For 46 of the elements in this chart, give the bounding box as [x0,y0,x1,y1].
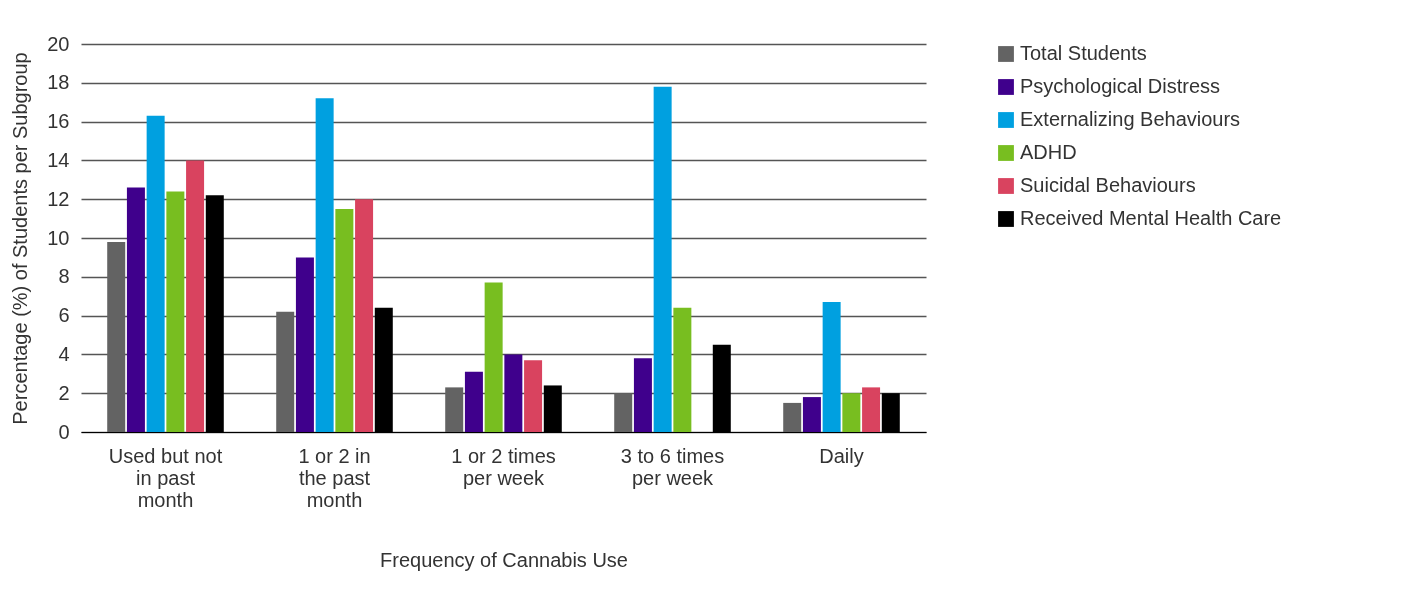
bar [146,115,165,432]
bar [783,402,802,432]
y-tick-label: 18 [47,71,70,94]
y-axis-title: Percentage (%) of Students per Subgroup [9,52,32,425]
y-tick-label: 0 [58,420,70,443]
y-tick-label: 4 [58,342,70,365]
bar [166,191,185,432]
bar [822,302,841,432]
legend-label: Externalizing Behaviours [1020,108,1241,130]
bar [802,397,821,432]
x-axis-title: Frequency of Cannabis Use [380,548,628,571]
bar [315,98,334,432]
y-tick-label: 16 [47,110,70,133]
bar [862,387,881,432]
x-tick-label: 1 or 2 times per week [451,444,556,489]
bar [107,241,126,432]
x-tick-label: Used but not in past month [108,444,223,511]
bar [126,187,145,432]
bar [355,199,374,432]
y-tick-label: 2 [58,381,70,404]
y-tick-label: 8 [58,265,70,288]
bar [335,208,354,432]
bar [653,86,672,432]
y-tick-label: 12 [47,187,70,210]
bar [186,160,205,432]
bar [276,311,295,432]
legend-label: Received Mental Health Care [1020,207,1282,229]
y-tick-label: 14 [47,148,70,171]
legend-label: Psychological Distress [1020,75,1221,97]
bar [295,257,314,432]
bar [673,307,692,432]
x-tick-label: Daily [819,444,864,467]
legend-label: Total Students [1020,42,1147,64]
bar [464,371,483,432]
bar [633,358,652,432]
x-tick-label: 3 to 6 times per week [620,444,725,489]
legend-label: Suicidal Behaviours [1020,174,1196,196]
bar [445,387,464,432]
y-tick-label: 10 [47,226,70,249]
legend-label: ADHD [1020,141,1077,163]
bar [524,360,543,432]
y-tick-label: 6 [58,304,70,327]
y-tick-label: 20 [47,32,70,55]
bar [614,393,633,432]
bar [842,393,861,432]
x-tick-label: 1 or 2 in the past month [298,444,371,511]
